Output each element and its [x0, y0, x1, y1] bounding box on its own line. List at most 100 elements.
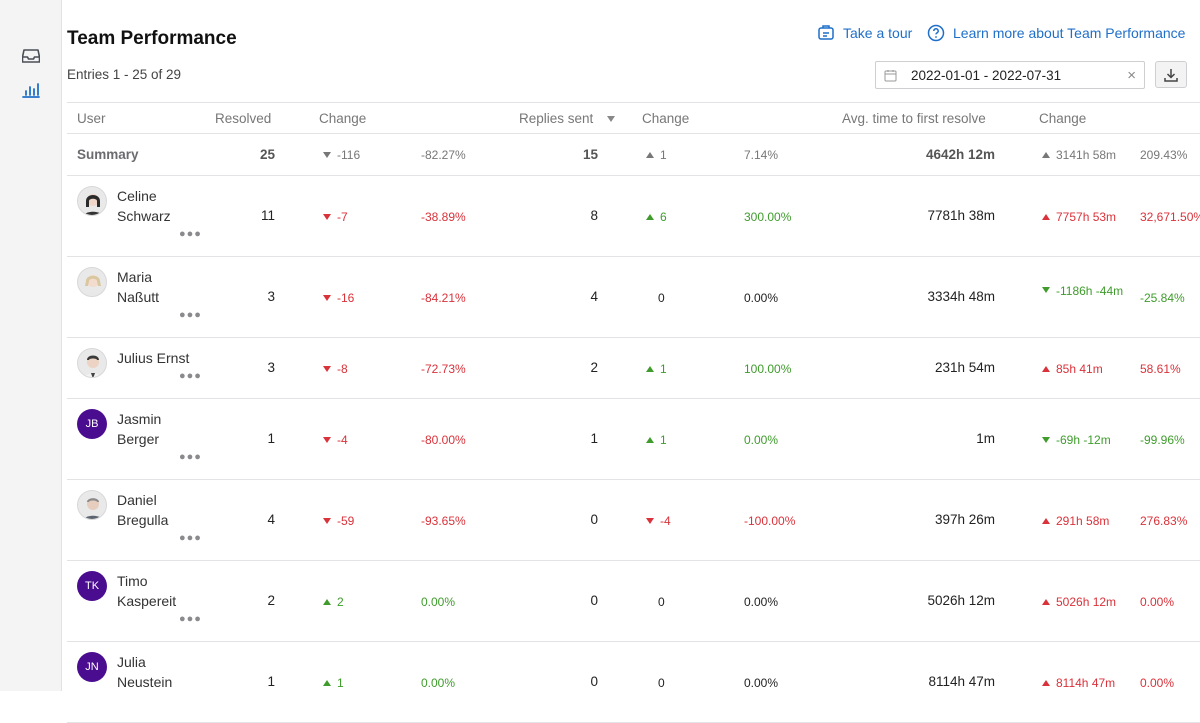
summary-avg: 4642h 12m — [925, 147, 995, 162]
user-name: Celine Schwarz — [117, 188, 171, 224]
avatar — [77, 490, 107, 520]
arrow-up-icon — [1042, 365, 1050, 372]
col-resolved[interactable]: Resolved — [215, 111, 272, 126]
table-row[interactable]: Julius Ernst ●●● 3 -8 -72.73% 2 1 100.00… — [67, 338, 1200, 399]
avg-value: 231h 54m — [934, 360, 995, 375]
avatar: TK — [77, 571, 107, 601]
col-avg-time[interactable]: Avg. time to first resolve — [842, 111, 986, 126]
replies-change: 1 — [646, 433, 667, 447]
download-icon — [1163, 67, 1179, 83]
col-change-avg[interactable]: Change — [1039, 111, 1087, 126]
performance-table: User Resolved Change Replies sent Change… — [67, 102, 1200, 723]
row-menu-icon[interactable]: ●●● — [179, 309, 202, 321]
replies-value: 4 — [590, 289, 598, 304]
user-name: Julia Neustein — [117, 654, 173, 690]
resolved-change: -16 — [323, 291, 354, 305]
resolved-value: 4 — [267, 512, 275, 527]
avatar — [77, 267, 107, 297]
resolved-pct: -38.89% — [421, 210, 466, 224]
arrow-up-icon — [1042, 213, 1050, 220]
col-change-resolved[interactable]: Change — [319, 111, 367, 126]
avg-change: 8114h 47m — [1042, 676, 1115, 690]
tour-icon — [817, 24, 835, 42]
table-row[interactable]: JN Julia Neustein 1 1 0.00% 0 0 0.00% 81… — [67, 642, 1200, 723]
arrow-up-icon — [1042, 151, 1050, 158]
arrow-down-icon — [323, 213, 331, 220]
avg-pct: -99.96% — [1140, 433, 1185, 447]
arrow-down-icon — [323, 436, 331, 443]
avg-change: 291h 58m — [1042, 514, 1109, 528]
row-menu-icon[interactable]: ●●● — [179, 532, 202, 544]
resolved-change: -4 — [323, 433, 348, 447]
col-user[interactable]: User — [77, 111, 106, 126]
table-row[interactable]: TK Timo Kaspereit ●●● 2 2 0.00% 0 0 0.00… — [67, 561, 1200, 642]
resolved-pct: -93.65% — [421, 514, 466, 528]
replies-value: 2 — [590, 360, 598, 375]
take-tour-label: Take a tour — [843, 25, 913, 41]
table-row[interactable]: JB Jasmin Berger ●●● 1 -4 -80.00% 1 1 0.… — [67, 399, 1200, 480]
replies-value: 0 — [590, 593, 598, 608]
avg-value: 397h 26m — [934, 512, 995, 527]
sort-desc-icon — [607, 116, 616, 123]
table-row[interactable]: Daniel Bregulla ●●● 4 -59 -93.65% 0 -4 -… — [67, 480, 1200, 561]
col-replies-label: Replies sent — [519, 111, 594, 126]
col-replies-sent[interactable]: Replies sent — [519, 111, 616, 126]
take-tour-link[interactable]: Take a tour — [817, 24, 912, 42]
row-menu-icon[interactable]: ●●● — [179, 613, 202, 625]
avg-value: 3334h 48m — [927, 289, 995, 304]
arrow-down-icon — [323, 517, 331, 524]
avatar — [77, 186, 107, 216]
table-row[interactable]: Maria Naßutt ●●● 3 -16 -84.21% 4 0 0.00%… — [67, 257, 1200, 338]
avatar: JB — [77, 409, 107, 439]
page-title: Team Performance — [67, 28, 237, 49]
arrow-down-icon — [323, 294, 331, 301]
replies-pct: 0.00% — [744, 676, 779, 690]
avg-change: 7757h 53m — [1042, 210, 1116, 224]
avg-pct: 32,671.50% — [1140, 210, 1200, 224]
avg-change: 5026h 12m — [1042, 595, 1116, 609]
avatar: JN — [77, 652, 107, 682]
replies-change: -4 — [646, 514, 671, 528]
resolved-value: 2 — [267, 593, 275, 608]
bar-chart-icon[interactable] — [21, 80, 41, 100]
date-range-picker[interactable]: 2022-01-01 - 2022-07-31 × — [875, 61, 1145, 89]
row-menu-icon[interactable]: ●●● — [179, 228, 202, 240]
resolved-change: -7 — [323, 210, 348, 224]
avg-value: 5026h 12m — [927, 593, 995, 608]
avg-pct: 0.00% — [1140, 595, 1175, 609]
user-name: Maria Naßutt — [117, 269, 160, 305]
resolved-pct: 0.00% — [421, 676, 456, 690]
summary-row: Summary 25 -116 -82.27% 15 1 7.14% 4642h… — [67, 134, 1200, 176]
sidebar — [0, 0, 62, 691]
row-menu-icon[interactable]: ●●● — [179, 451, 202, 463]
replies-value: 0 — [590, 674, 598, 689]
entries-count: Entries 1 - 25 of 29 — [67, 67, 182, 82]
summary-avg-change: 3141h 58m — [1042, 148, 1116, 162]
resolved-change: -59 — [323, 514, 354, 528]
arrow-up-icon — [646, 365, 654, 372]
replies-change: 0 — [658, 595, 665, 609]
learn-more-label: Learn more about Team Performance — [953, 25, 1186, 41]
avg-change: -1186h -44m — [1042, 284, 1126, 298]
arrow-up-icon — [646, 213, 654, 220]
avg-value: 1m — [976, 431, 995, 446]
resolved-pct: -84.21% — [421, 291, 466, 305]
inbox-icon[interactable] — [21, 46, 41, 66]
user-name: Julius Ernst — [117, 350, 190, 366]
replies-change: 1 — [646, 362, 667, 376]
row-menu-icon[interactable]: ●●● — [179, 370, 202, 382]
avg-pct: 58.61% — [1140, 362, 1181, 376]
col-change-replies[interactable]: Change — [642, 111, 690, 126]
table-header: User Resolved Change Replies sent Change… — [67, 102, 1200, 134]
clear-date-icon[interactable]: × — [1127, 67, 1136, 84]
arrow-down-icon — [646, 517, 654, 524]
learn-more-link[interactable]: Learn more about Team Performance — [927, 24, 1185, 42]
arrow-up-icon — [1042, 517, 1050, 524]
calendar-icon — [884, 69, 897, 82]
table-row[interactable]: Celine Schwarz ●●● 11 -7 -38.89% 8 6 300… — [67, 176, 1200, 257]
resolved-value: 11 — [260, 208, 275, 223]
resolved-change: 2 — [323, 595, 344, 609]
download-button[interactable] — [1155, 61, 1187, 88]
avg-value: 8114h 47m — [928, 674, 995, 689]
replies-pct: 300.00% — [744, 210, 792, 224]
